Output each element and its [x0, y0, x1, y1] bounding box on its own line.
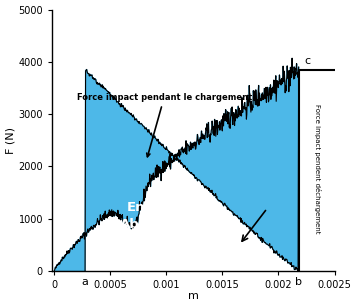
Text: c: c [304, 56, 310, 65]
Text: Force impact pendent déchargement: Force impact pendent déchargement [314, 104, 321, 234]
Polygon shape [54, 58, 299, 271]
X-axis label: m: m [188, 291, 199, 301]
Text: Energie
Absorbée: Energie Absorbée [120, 201, 191, 231]
Text: a: a [82, 277, 89, 287]
Y-axis label: F (N): F (N) [6, 127, 16, 154]
Text: Force impact pendant le chargement: Force impact pendant le chargement [77, 92, 252, 157]
Text: b: b [295, 277, 302, 287]
